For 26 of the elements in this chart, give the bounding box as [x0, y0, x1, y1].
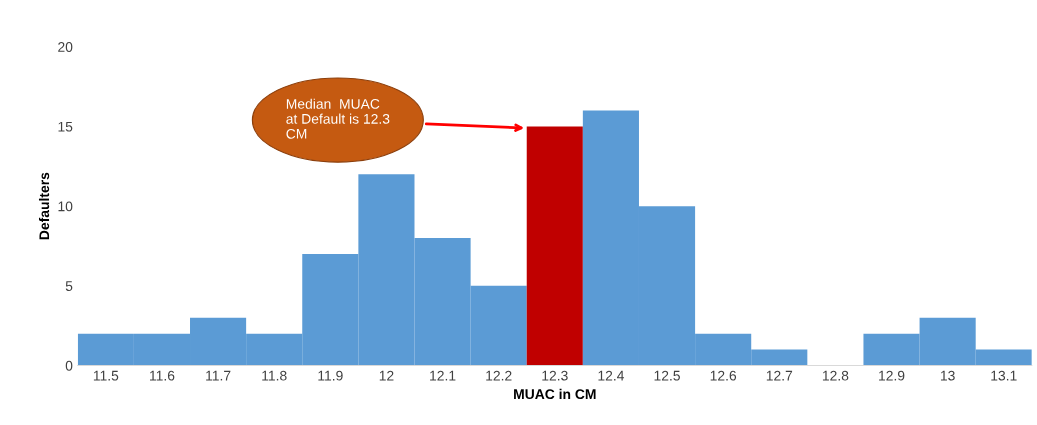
x-tick-label: 12.3 — [542, 370, 568, 381]
x-tick-label: 13 — [940, 370, 955, 381]
x-tick-label: 12 — [379, 370, 394, 381]
x-tick-label: 12.7 — [766, 370, 793, 381]
annotation: Median MUAC at Default is 12.3 CM — [286, 98, 390, 139]
y-tick-label: 15 — [58, 121, 73, 132]
x-axis-title: MUAC in CM — [514, 388, 596, 400]
x-tick-label: 11.5 — [93, 370, 119, 381]
x-tick-label: 12.9 — [879, 370, 905, 381]
x-tick-label: 11.7 — [206, 370, 231, 381]
x-tick-label: 11.6 — [150, 370, 175, 381]
y-tick-label: 0 — [65, 360, 73, 371]
y-axis-title: Defaulters — [38, 172, 50, 240]
x-tick-label: 11.8 — [262, 370, 287, 381]
y-tick-label: 5 — [65, 281, 73, 291]
x-tick-label: 12.2 — [486, 370, 512, 381]
x-tick-label: 12.1 — [430, 370, 456, 381]
bar — [526, 126, 583, 366]
y-tick-label: 20 — [58, 42, 73, 52]
x-tick-label: 13.1 — [991, 370, 1017, 381]
x-tick-label: 12.5 — [654, 370, 680, 381]
x-tick-label: 11.9 — [318, 370, 343, 381]
x-tick-label: 12.8 — [822, 370, 849, 381]
y-tick-label: 10 — [58, 201, 73, 212]
x-tick-label: 12.6 — [710, 370, 737, 381]
x-tick-label: 12.4 — [598, 370, 625, 381]
